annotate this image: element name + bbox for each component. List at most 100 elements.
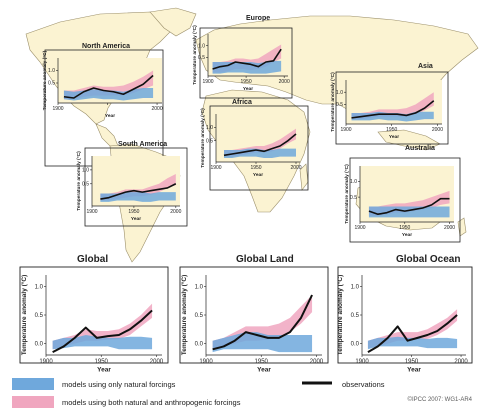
- australia-x-tick-label: 1950: [399, 225, 410, 231]
- global-ocean-y-axis-label: Temperature anomaly (°C): [336, 275, 344, 356]
- australia-title: Australia: [405, 145, 435, 152]
- panel-south-america: 0.5 1.0 1900 1950 2000 Year Temperature anomal…: [76, 141, 188, 227]
- asia-frame: [335, 71, 449, 145]
- europe-x-axis-label: Year: [243, 86, 253, 92]
- global-land-title: Global Land: [236, 254, 294, 265]
- legend-swatch-combined: [12, 396, 54, 408]
- legend-label-combined: models using both natural and anthropoge…: [62, 398, 241, 407]
- global-y-axis-label: Temperature anomaly (°C): [20, 275, 28, 356]
- africa-y-tick-label: 0.5: [206, 138, 213, 144]
- global-x-tick-label: 1950: [95, 359, 109, 365]
- global-land-x-tick-label: 2000: [310, 359, 324, 365]
- south-america-y-tick-label: 1.0: [82, 168, 89, 174]
- africa-observations-line: [223, 133, 297, 157]
- global-land-y-tick-label: 1.0: [195, 284, 204, 290]
- global-natural-band: [52, 335, 153, 350]
- panel-global: 0.0 0.5 1.0 1900 1950 2000 Year Temperature ano…: [19, 254, 169, 374]
- australia-x-axis-label: Year: [402, 232, 412, 238]
- global-land-y-tick-label: 0.5: [195, 313, 204, 319]
- global-land-y-axis-label: Temperature anomaly (°C): [180, 275, 188, 356]
- south-america-observations-line: [100, 183, 177, 200]
- global-ocean-x-tick-label: 1900: [355, 359, 369, 365]
- new-zealand-landmass: [457, 217, 467, 237]
- global-y-tick-label: 1.0: [35, 284, 44, 290]
- legend: models using only natural forcings model…: [0, 370, 482, 417]
- asia-title: Asia: [418, 63, 433, 70]
- legend-line-observations: [302, 381, 332, 385]
- southeast-asia-islands: [377, 129, 441, 151]
- legend-swatch-natural: [12, 378, 54, 390]
- south-america-x-tick-label: 1950: [128, 209, 139, 215]
- south-america-title: South America: [118, 141, 167, 148]
- global-y-tick-label: 0.5: [35, 313, 44, 319]
- global-land-x-tick-label: 1900: [199, 359, 213, 365]
- africa-x-axis-label: Year: [253, 172, 263, 178]
- europe-y-tick-label: 1.0: [198, 43, 205, 49]
- africa-x-tick-label: 2000: [290, 165, 301, 171]
- north-america-y-tick-label: 0.5: [48, 81, 55, 87]
- global-ocean-y-tick-label: 1.0: [351, 284, 360, 290]
- australia-frame: [349, 157, 461, 243]
- global-ocean-title: Global Ocean: [396, 254, 460, 265]
- panel-europe: 0.5 1.0 1900 1950 2000 Year Temperature anomal…: [192, 15, 293, 99]
- global-land-x-tick-label: 1950: [255, 359, 269, 365]
- global-x-tick-label: 2000: [150, 359, 164, 365]
- south-america-y-axis-label: Temperature anomaly (°C): [76, 151, 82, 211]
- australia-observations-line: [368, 197, 450, 216]
- europe-title: Europe: [246, 15, 270, 22]
- asia-y-axis-label: Temperature anomaly (°C): [330, 72, 336, 132]
- south-america-x-axis-label: Year: [131, 216, 141, 222]
- global-ocean-x-axis-label: Year: [407, 367, 421, 374]
- australia-x-tick-label: 1900: [354, 225, 365, 231]
- asia-y-tick-label: 0.5: [336, 102, 343, 108]
- europe-y-tick-label: 0.5: [198, 55, 205, 61]
- global-ocean-y-tick-label: 0.5: [351, 313, 360, 319]
- asia-x-axis-label: Year: [389, 134, 399, 140]
- australia-y-axis-label: Temperature anomaly (°C): [344, 164, 350, 224]
- global-x-tick-label: 1900: [39, 359, 53, 365]
- global-x-axis-label: Year: [97, 367, 111, 374]
- africa-y-axis-label: Temperature anomaly (°C): [200, 108, 206, 168]
- north-america-x-tick-label: 2000: [151, 106, 162, 112]
- global-ocean-x-tick-label: 1950: [405, 359, 419, 365]
- australia-x-tick-label: 2000: [444, 225, 455, 231]
- asia-x-tick-label: 1900: [340, 127, 351, 133]
- global-ocean-natural-band: [367, 336, 458, 350]
- north-america-y-tick-label: 1.0: [48, 68, 55, 74]
- greenland-landmass: [149, 7, 197, 37]
- north-america-x-tick-label: 1900: [52, 106, 63, 112]
- asia-y-tick-label: 1.0: [336, 90, 343, 96]
- africa-x-tick-label: 1900: [210, 165, 221, 171]
- south-america-x-tick-label: 2000: [170, 209, 181, 215]
- europe-x-tick-label: 1950: [241, 79, 252, 85]
- europe-y-axis-label: Temperature anomaly (°C): [192, 25, 198, 85]
- north-america-y-axis-label: Temperature anomaly (°C): [42, 50, 48, 110]
- south-america-frame: [84, 147, 188, 227]
- legend-label-natural: models using only natural forcings: [62, 380, 176, 389]
- africa-x-tick-label: 1950: [250, 165, 261, 171]
- global-land-natural-band: [212, 332, 313, 353]
- australia-natural-band: [368, 206, 450, 218]
- global-title: Global: [77, 254, 108, 265]
- global-observations-line: [52, 309, 153, 354]
- panel-global-ocean: 0.0 0.5 1.0 1900 1950 2000 Year Temperature ano…: [336, 254, 473, 374]
- global-land-x-axis-label: Year: [257, 367, 271, 374]
- central-america-landmass: [95, 123, 119, 147]
- australia-y-tick-label: 0.5: [350, 195, 357, 201]
- asia-x-tick-label: 2000: [432, 127, 443, 133]
- south-america-y-tick-label: 0.5: [82, 181, 89, 187]
- global-land-observations-line: [212, 294, 313, 351]
- africa-natural-band: [224, 148, 296, 158]
- australia-y-tick-label: 1.0: [350, 179, 357, 185]
- south-america-x-tick-label: 1900: [86, 209, 97, 215]
- north-america-observations-line: [63, 74, 154, 99]
- global-ocean-observations-line: [367, 314, 458, 354]
- asia-observations-line: [351, 100, 435, 119]
- europe-x-tick-label: 2000: [279, 79, 290, 85]
- africa-title: Africa: [232, 99, 252, 106]
- panel-global-land: 0.0 0.5 1.0 1900 1950 2000 Year Temperature ano…: [179, 254, 329, 374]
- europe-x-tick-label: 1900: [202, 79, 213, 85]
- africa-y-tick-label: 1.0: [206, 125, 213, 131]
- europe-observations-line: [212, 48, 282, 70]
